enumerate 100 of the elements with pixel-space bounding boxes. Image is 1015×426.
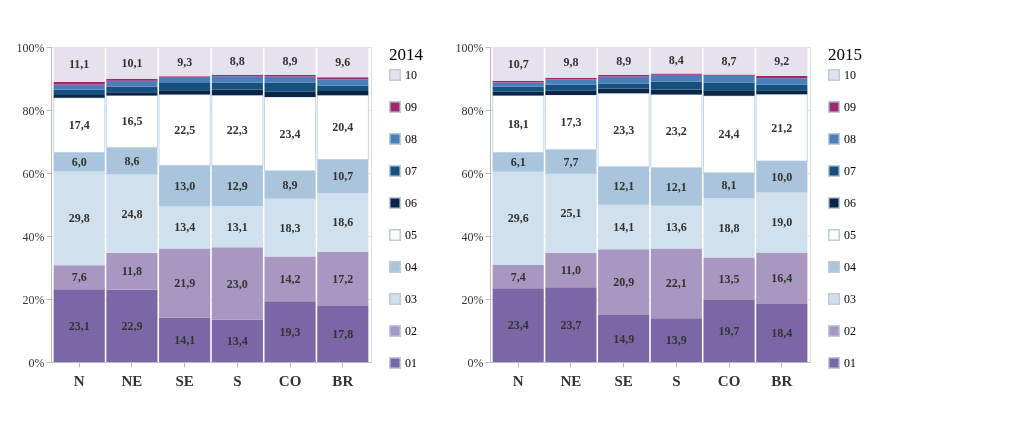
bar: [159, 90, 211, 95]
x-tick-label: CO: [278, 372, 302, 389]
x-tick-label: SE: [614, 372, 633, 389]
y-tick-label: 100%: [455, 40, 484, 55]
x-tick-label: N: [73, 372, 85, 389]
data-label: 9,3: [177, 54, 193, 69]
data-label: 18,1: [507, 117, 529, 132]
legend-label: 01: [405, 356, 417, 370]
data-label: 13,1: [226, 219, 248, 234]
data-label: 23,4: [507, 318, 529, 333]
data-label: 14,2: [279, 271, 301, 286]
data-label: 13,6: [665, 220, 687, 235]
bar: [211, 247, 263, 320]
bar: [211, 82, 263, 90]
data-label: 13,9: [665, 333, 687, 348]
bar: [159, 317, 211, 362]
x-tick-label: NE: [121, 372, 143, 389]
data-label: 29,8: [68, 211, 90, 226]
y-tick-label: 80%: [461, 103, 484, 118]
bar: [598, 83, 650, 89]
bar: [211, 165, 263, 207]
data-label: 11,8: [121, 264, 143, 279]
x-tick-label: BR: [771, 372, 793, 389]
data-label: 8,6: [124, 154, 140, 169]
data-label: 23,4: [279, 126, 301, 141]
data-label: 6,1: [510, 155, 526, 170]
legend-label: 08: [844, 132, 856, 146]
data-label: 23,0: [226, 276, 248, 291]
data-label: 11,1: [69, 57, 90, 72]
data-label: 16,4: [771, 271, 793, 286]
data-label: 17,8: [332, 326, 354, 341]
data-label: 17,4: [68, 118, 90, 133]
y-tick-label: 40%: [461, 229, 484, 244]
legend-label: 06: [405, 196, 417, 210]
data-label: 23,2: [665, 124, 687, 139]
data-label: 19,3: [279, 324, 301, 339]
y-tick-label: 20%: [22, 292, 45, 307]
data-label: 23,7: [560, 317, 582, 332]
legend-label: 06: [844, 196, 856, 210]
data-label: 8,1: [721, 178, 737, 193]
legend-label: 02: [405, 324, 417, 338]
legend-label: 09: [844, 100, 856, 114]
legend-label: 05: [405, 228, 417, 242]
data-label: 20,4: [332, 120, 354, 135]
bar: [650, 205, 702, 249]
data-label: 10,7: [507, 56, 529, 71]
legend-label: 01: [844, 356, 856, 370]
bar: [211, 76, 263, 83]
data-label: 17,3: [560, 115, 582, 130]
bar: [598, 204, 650, 250]
bar: [650, 89, 702, 95]
data-label: 7,4: [510, 269, 526, 284]
legend-label: 04: [405, 260, 417, 274]
bar: [159, 248, 211, 318]
bar: [650, 74, 702, 82]
bar: [598, 315, 650, 362]
data-label: 10,0: [771, 169, 793, 184]
y-tick-label: 80%: [22, 103, 45, 118]
data-label: 21,2: [771, 120, 793, 135]
data-label: 7,7: [563, 154, 579, 169]
bar: [159, 77, 211, 83]
legend-label: 04: [844, 260, 856, 274]
bar: [650, 248, 702, 319]
data-label: 22,1: [665, 276, 687, 291]
data-label: 25,1: [560, 206, 582, 221]
data-label: 8,7: [721, 53, 737, 68]
legend-label: 07: [844, 164, 856, 178]
legend-label: 09: [405, 100, 417, 114]
data-label: 13,4: [174, 220, 196, 235]
legend-label: 02: [844, 324, 856, 338]
y-tick-label: 60%: [461, 166, 484, 181]
y-tick-label: 20%: [461, 292, 484, 307]
data-label: 22,9: [121, 318, 143, 333]
data-label: 18,3: [279, 220, 301, 235]
data-label: 13,0: [174, 178, 196, 193]
data-label: 10,1: [121, 55, 143, 70]
data-label: 11,0: [560, 263, 582, 278]
data-label: 14,1: [613, 220, 635, 235]
data-label: 7,6: [71, 270, 87, 285]
data-label: 24,8: [121, 206, 143, 221]
bar: [650, 318, 702, 362]
bar: [159, 82, 211, 91]
bar: [211, 319, 263, 362]
x-tick-label: NE: [560, 372, 582, 389]
data-label: 16,5: [121, 114, 143, 129]
bar: [598, 166, 650, 205]
bar: [598, 76, 650, 84]
legend-label: 03: [405, 292, 417, 306]
data-label: 9,2: [774, 54, 790, 69]
data-label: 9,6: [335, 55, 351, 70]
y-tick-label: 0%: [28, 355, 45, 370]
data-label: 18,8: [718, 220, 740, 235]
data-label: 8,9: [616, 54, 632, 69]
legend-title: 2015: [828, 45, 862, 64]
bar: [598, 249, 650, 316]
data-label: 14,9: [613, 331, 635, 346]
bar: [159, 165, 211, 207]
bar: [650, 167, 702, 206]
data-label: 8,8: [229, 53, 245, 68]
bar: [159, 206, 211, 249]
